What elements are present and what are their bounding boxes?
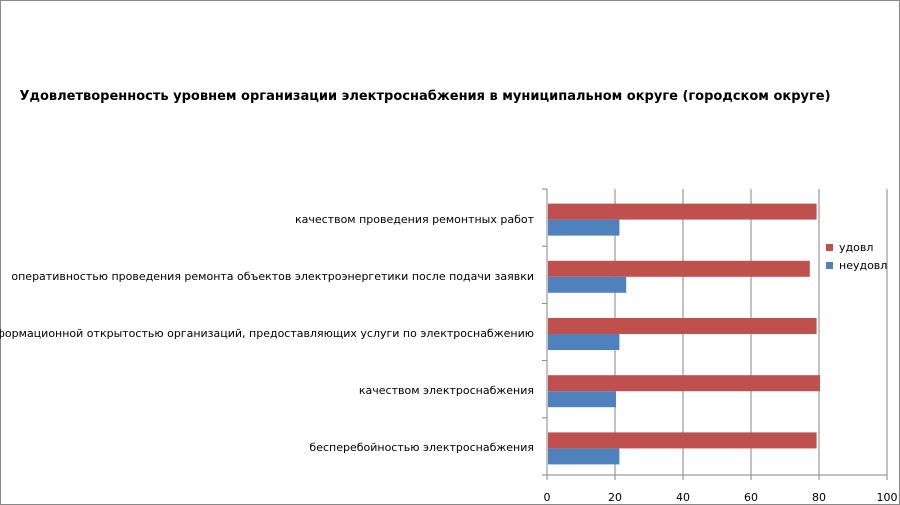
x-tick-label: 60 — [744, 491, 758, 504]
x-tick-label: 40 — [676, 491, 690, 504]
x-tick-label: 100 — [877, 491, 898, 504]
x-tick-label: 0 — [544, 491, 551, 504]
bar-udovl — [548, 375, 820, 392]
bar-neudovl — [548, 276, 627, 293]
legend-swatch-udovl — [826, 243, 833, 251]
category-label: информационной открытостью организаций, … — [0, 327, 534, 340]
x-tick-label: 80 — [812, 491, 826, 504]
legend-label: неудовл — [839, 258, 888, 272]
chart-title: Удовлетворенность уровнем организации эл… — [19, 89, 831, 104]
bar-neudovl — [548, 448, 620, 465]
category-label: бесперебойностью электроснабжения — [309, 441, 534, 454]
bar-udovl — [548, 260, 810, 277]
bar-neudovl — [548, 334, 620, 350]
x-tick-label: 20 — [608, 491, 622, 504]
category-label: качеством электроснабжения — [358, 384, 534, 397]
category-label: оперативностью проведения ремонта объект… — [11, 270, 534, 283]
category-label: качеством проведения ремонтных работ — [294, 213, 534, 226]
bar-udovl — [548, 203, 817, 220]
bar-neudovl — [548, 219, 620, 236]
legend-item: неудовл — [826, 256, 887, 274]
legend-item: удовл — [826, 238, 887, 256]
legend-label: удовл — [839, 240, 874, 254]
bar-udovl — [548, 432, 817, 449]
legend-swatch-neudovl — [826, 261, 833, 269]
bar-udovl — [548, 318, 817, 334]
legend: удовл неудовл — [826, 238, 887, 274]
bar-neudovl — [548, 391, 616, 408]
